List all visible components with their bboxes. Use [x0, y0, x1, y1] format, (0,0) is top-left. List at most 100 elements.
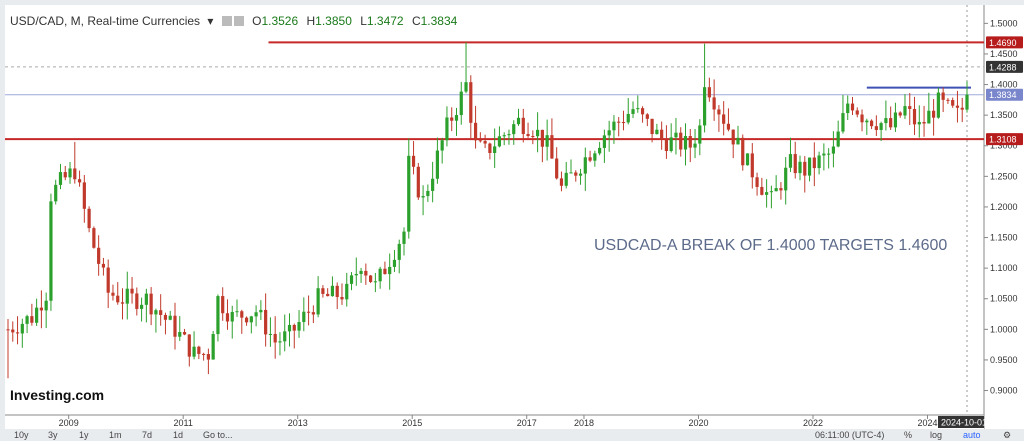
- candle-down: [946, 99, 950, 101]
- candle-down: [92, 228, 96, 248]
- candle-up: [497, 136, 502, 147]
- candle-down: [130, 288, 134, 294]
- candle-up: [626, 113, 630, 123]
- candle-up: [903, 106, 907, 116]
- candle-down: [135, 293, 139, 309]
- candle-down: [15, 332, 20, 334]
- candle-up: [774, 188, 778, 192]
- close-value: 1.3834: [420, 14, 458, 28]
- candle-down: [951, 100, 955, 106]
- candle-down: [660, 129, 664, 140]
- candle-down: [364, 270, 368, 276]
- candle-down: [159, 310, 163, 315]
- candle-down: [941, 92, 945, 100]
- price-tag-label: 1.4690: [989, 38, 1017, 48]
- range-3y-button[interactable]: 3y: [48, 430, 58, 440]
- candle-down: [163, 314, 168, 320]
- x-tick-label: 2022: [803, 418, 823, 428]
- candle-down: [912, 108, 917, 125]
- candle-up: [493, 146, 497, 153]
- candle-up: [125, 288, 129, 304]
- candle-up: [421, 196, 425, 198]
- candle-down: [173, 315, 177, 337]
- candle-down: [206, 354, 210, 360]
- candle-down: [874, 126, 878, 130]
- x-tick-label: 2024: [917, 418, 937, 428]
- price-tag-label: 1.3834: [989, 90, 1017, 100]
- candle-up: [144, 293, 148, 305]
- candle-up: [516, 117, 521, 125]
- candle-down: [120, 302, 125, 304]
- y-ticks-group: 1.5000 1.4500 1.4000 1.3500 1.3000 1.2500 1.20…: [984, 18, 1018, 396]
- candle-down: [340, 297, 344, 300]
- log-toggle[interactable]: log: [930, 430, 943, 440]
- chevron-down-icon[interactable]: ▾: [207, 14, 214, 28]
- percent-toggle[interactable]: %: [904, 430, 913, 440]
- candle-up: [936, 92, 940, 118]
- candle-up: [674, 132, 678, 138]
- auto-toggle[interactable]: auto: [963, 430, 981, 440]
- y-axis-area: [984, 5, 1024, 429]
- candle-up: [431, 178, 435, 191]
- candle-down: [726, 123, 731, 130]
- price-tag: [986, 88, 1023, 101]
- candle-up: [388, 266, 392, 275]
- candle-up: [349, 275, 354, 284]
- candle-down: [221, 296, 225, 314]
- candle-up: [798, 161, 802, 174]
- goto-button[interactable]: Go to...: [203, 430, 233, 440]
- candle-up: [58, 172, 63, 185]
- candle-up: [49, 201, 53, 301]
- candle-up: [259, 309, 263, 313]
- gear-icon[interactable]: ⚙: [1003, 430, 1012, 440]
- candle-up: [784, 167, 788, 191]
- candle-up: [512, 124, 516, 135]
- range-1y-button[interactable]: 1y: [79, 430, 89, 440]
- candle-up: [464, 82, 468, 92]
- candle-down: [311, 312, 315, 315]
- range-7d-button[interactable]: 7d: [142, 430, 153, 440]
- date-tag: [938, 416, 984, 428]
- candle-up: [139, 304, 144, 309]
- candle-up: [459, 91, 463, 116]
- candle-up: [698, 125, 702, 144]
- range-10y-button[interactable]: 10y: [14, 430, 29, 440]
- range-1m-button[interactable]: 1m: [109, 430, 122, 440]
- candle-down: [531, 135, 535, 137]
- candle-down: [588, 157, 592, 161]
- candle-up: [583, 157, 587, 174]
- y-tick-label: 1.0500: [990, 294, 1018, 304]
- candle-up: [302, 311, 306, 323]
- candle-up: [54, 184, 58, 202]
- candle-down: [478, 140, 482, 142]
- chart-title[interactable]: USD/CAD, M, Real-time Currencies: [10, 14, 201, 28]
- candle-up: [927, 110, 931, 124]
- candle-down: [326, 293, 330, 297]
- range-1d-button[interactable]: 1d: [173, 430, 184, 440]
- candle-up: [636, 108, 640, 110]
- price-tags-group: 1.4690 1.4288 1.3834 1.3108 2024-10-01: [938, 36, 1023, 428]
- x-ticks-group: 2009 2011 2013 2015 2017 2018 2020 2022 2024: [59, 415, 938, 428]
- candle-up: [769, 191, 773, 193]
- candle-up: [669, 137, 673, 151]
- candle-up: [602, 135, 606, 148]
- compare-icon[interactable]: [233, 16, 244, 26]
- settings-icon[interactable]: [221, 16, 232, 26]
- candle-down: [640, 108, 645, 115]
- candle-up: [745, 153, 750, 166]
- candle-up: [330, 285, 335, 297]
- candle-down: [111, 292, 115, 296]
- candle-up: [822, 153, 826, 156]
- candle-up: [612, 121, 616, 131]
- candle-up: [454, 115, 459, 121]
- candle-up: [435, 150, 440, 179]
- x-tick-label: 2017: [517, 418, 537, 428]
- x-tick-label: 2013: [288, 418, 308, 428]
- candle-down: [30, 316, 34, 323]
- candle-down: [63, 172, 67, 178]
- candle-down: [473, 122, 478, 141]
- candle-up: [354, 273, 358, 276]
- open-value: 1.3526: [261, 14, 299, 28]
